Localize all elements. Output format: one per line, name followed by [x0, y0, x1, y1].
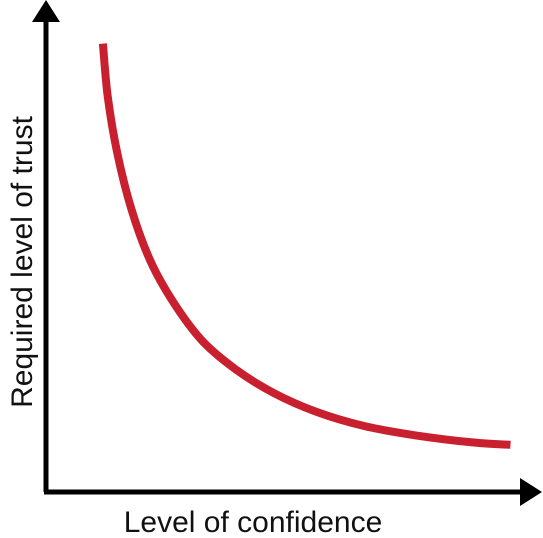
series-layer — [98, 43, 511, 449]
x-axis-label: Level of confidence — [124, 506, 383, 538]
x-axis-arrow-icon — [520, 478, 542, 506]
series-line-0 — [98, 43, 511, 449]
y-axis-label: Required level of trust — [6, 115, 39, 407]
y-axis-arrow-icon — [32, 0, 60, 22]
